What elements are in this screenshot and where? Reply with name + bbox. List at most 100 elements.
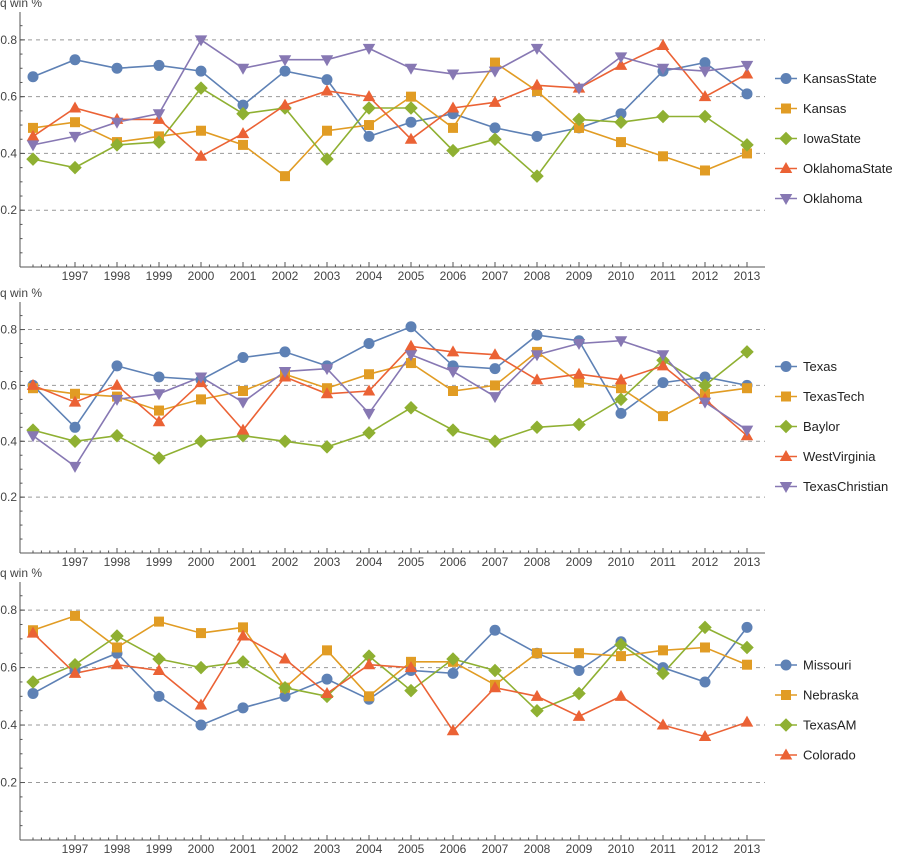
series-TexasChristian	[32, 339, 748, 468]
data-point	[154, 405, 164, 416]
data-point	[531, 329, 543, 341]
data-point	[614, 373, 628, 385]
x-tick-label: 2013	[734, 842, 761, 856]
data-point	[111, 360, 123, 372]
data-point	[656, 666, 670, 681]
data-point	[488, 434, 502, 449]
legend-marker	[780, 73, 792, 84]
data-point	[236, 63, 250, 75]
data-point	[152, 135, 166, 149]
legend: Missouri Nebraska TexasAM Colorado	[775, 658, 859, 763]
data-point	[195, 719, 207, 731]
legend-marker	[779, 718, 793, 732]
data-point	[194, 660, 208, 675]
series-Texas	[32, 325, 748, 429]
data-point	[404, 401, 418, 415]
data-point	[572, 686, 586, 701]
x-tick-label: 1997	[62, 555, 89, 569]
data-point	[656, 350, 670, 362]
data-point	[362, 90, 376, 102]
data-point	[238, 622, 248, 633]
data-point	[68, 160, 82, 175]
x-tick-label: 1999	[146, 269, 173, 283]
data-point	[238, 139, 248, 150]
data-point	[195, 65, 207, 77]
series-KansasState	[32, 58, 748, 138]
series-line-KansasState	[32, 58, 748, 138]
data-point	[27, 687, 39, 699]
data-point	[616, 383, 626, 394]
series-Kansas	[32, 61, 748, 178]
data-point	[699, 371, 711, 383]
data-point	[26, 378, 40, 390]
series-markers-WestVirginia	[26, 339, 754, 441]
legend-marker	[779, 194, 793, 205]
x-tick-label: 2009	[566, 555, 593, 569]
series-markers-TexasChristian	[26, 336, 754, 473]
data-point	[152, 451, 166, 465]
series-line-Texas	[32, 325, 748, 429]
legend-item: Kansas	[775, 101, 847, 116]
data-point	[320, 152, 334, 166]
legend-marker	[779, 748, 793, 760]
x-tick-label: 1997	[62, 842, 89, 856]
data-point	[614, 52, 628, 64]
data-point	[698, 109, 712, 124]
series-line-OklahomaState	[32, 44, 748, 158]
data-point	[574, 648, 584, 659]
legend-label: Nebraska	[803, 688, 859, 703]
x-tick-label: 2002	[272, 269, 299, 283]
data-point	[698, 397, 712, 409]
legend-label: OklahomaState	[803, 161, 893, 176]
series-line-TexasAM	[32, 626, 748, 712]
x-tick-label: 2012	[692, 269, 719, 283]
x-tick-label: 2005	[398, 555, 425, 569]
legend-label: Baylor	[803, 419, 841, 434]
x-tick-label: 1998	[104, 842, 131, 856]
data-point	[488, 681, 502, 693]
data-point	[488, 663, 502, 678]
legend-marker	[779, 131, 793, 146]
data-point	[698, 66, 712, 78]
y-tick-label: 0.6	[0, 661, 17, 675]
data-point	[446, 366, 460, 378]
data-point	[26, 152, 40, 166]
data-point	[446, 423, 460, 437]
legend-label: IowaState	[803, 131, 861, 146]
legend-marker	[780, 659, 792, 671]
data-point	[153, 59, 165, 71]
data-point	[616, 651, 626, 662]
data-point	[196, 628, 206, 639]
series-TexasAM	[32, 626, 748, 712]
legend-item: OklahomaState	[775, 161, 893, 176]
data-point	[26, 675, 40, 689]
data-point	[236, 127, 250, 139]
legend-label: Kansas	[803, 101, 847, 116]
data-point	[616, 137, 626, 148]
series-IowaState	[32, 87, 748, 178]
series-line-Missouri	[32, 626, 748, 727]
series-markers-OklahomaState	[26, 39, 754, 161]
data-point	[406, 91, 416, 102]
data-point	[362, 649, 376, 663]
chart-panel-1: 0.2 0.4 0.6 0.8 q win % 1997 1998 1999 2000 2001 2…	[0, 0, 893, 283]
chart-panel-3: 0.2 0.4 0.6 0.8 q win % 1997 1998 1999 2000 2001 2…	[0, 566, 859, 856]
x-tick-label: 2010	[608, 842, 635, 856]
data-point	[362, 408, 376, 420]
x-tick-label: 1997	[62, 269, 89, 283]
data-point	[490, 380, 500, 391]
data-point	[574, 122, 584, 133]
data-point	[278, 652, 292, 664]
data-point	[152, 415, 166, 427]
data-point	[488, 348, 502, 360]
x-tick-label: 2002	[272, 842, 299, 856]
legend-item: Baylor	[775, 419, 841, 434]
series-line-Baylor	[32, 351, 748, 459]
data-point	[406, 358, 416, 369]
data-point	[488, 66, 502, 78]
data-point	[26, 140, 40, 152]
data-point	[280, 171, 290, 182]
data-point	[698, 378, 712, 393]
x-tick-label: 2003	[314, 269, 341, 283]
data-point	[68, 434, 82, 449]
